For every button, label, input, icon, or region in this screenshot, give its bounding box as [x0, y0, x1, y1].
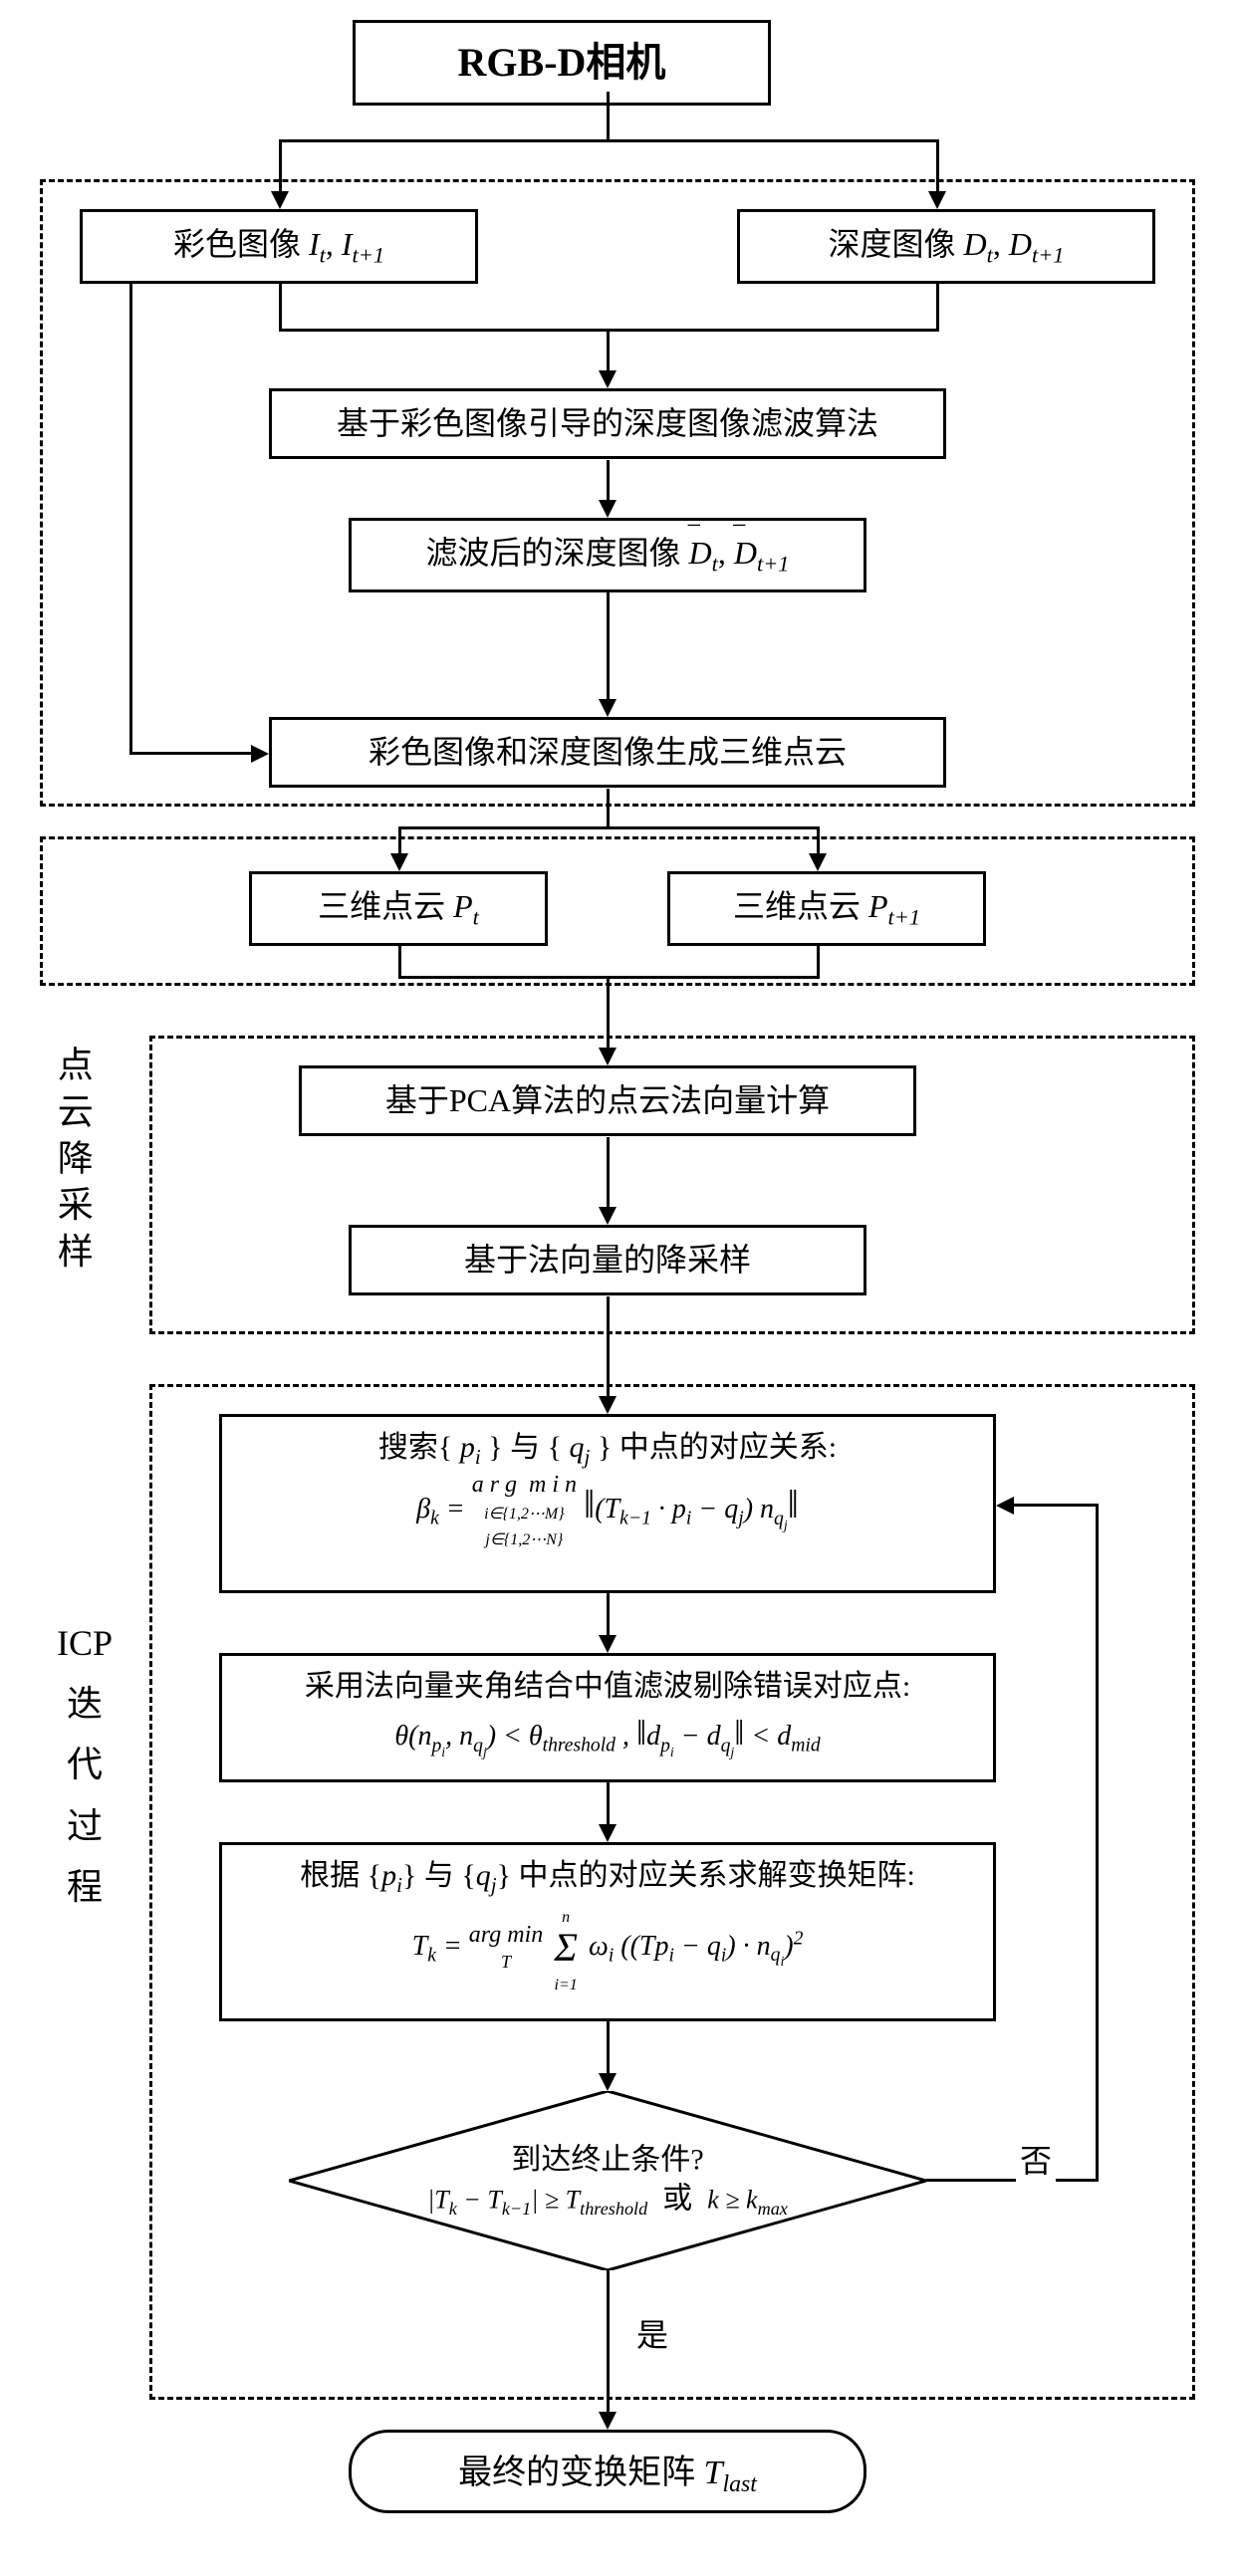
title-box: RGB-D相机	[353, 20, 771, 106]
depth-img-box: 深度图像 Dt, Dt+1	[737, 209, 1155, 284]
cloud-t1-box: 三维点云 Pt+1	[667, 871, 986, 946]
edge-label-yes: 是	[632, 2310, 672, 2356]
color-img-box: 彩色图像 It, It+1	[80, 209, 478, 284]
reject-box: 采用法向量夹角结合中值滤波剔除错误对应点: θ(npi, nqj) < θthr…	[219, 1653, 996, 1782]
edge-label-no: 否	[1016, 2136, 1056, 2182]
side-label-downsample: 点云降采样	[40, 1046, 105, 1279]
filter-algo-box: 基于彩色图像引导的深度图像滤波算法	[269, 388, 946, 459]
group-pointclouds	[40, 836, 1195, 986]
side-label-icp: ICP迭代过程	[40, 1613, 129, 1918]
terminal-box: 最终的变换矩阵 Tlast	[349, 2430, 866, 2513]
solve-box: 根据 {pi} 与 {qj} 中点的对应关系求解变换矩阵: Tk = arg m…	[219, 1842, 996, 2021]
downsample-box: 基于法向量的降采样	[349, 1225, 866, 1295]
cloud-t-box: 三维点云 Pt	[249, 871, 548, 946]
cond-diamond: 到达终止条件? |Tk − Tk−1| ≥ Tthreshold 或 k ≥ k…	[289, 2091, 926, 2270]
pca-box: 基于PCA算法的点云法向量计算	[299, 1065, 916, 1136]
search-box: 搜索{ pi } 与 { qj } 中点的对应关系: βk = a r g m …	[219, 1414, 996, 1593]
filtered-depth-box: 滤波后的深度图像 D‾t, D‾t+1	[349, 518, 866, 592]
gen-cloud-box: 彩色图像和深度图像生成三维点云	[269, 717, 946, 788]
flowchart-root: RGB-D相机 彩色图像 It, It+1 深度图像 Dt, Dt+1 基于彩色…	[20, 20, 1215, 2556]
